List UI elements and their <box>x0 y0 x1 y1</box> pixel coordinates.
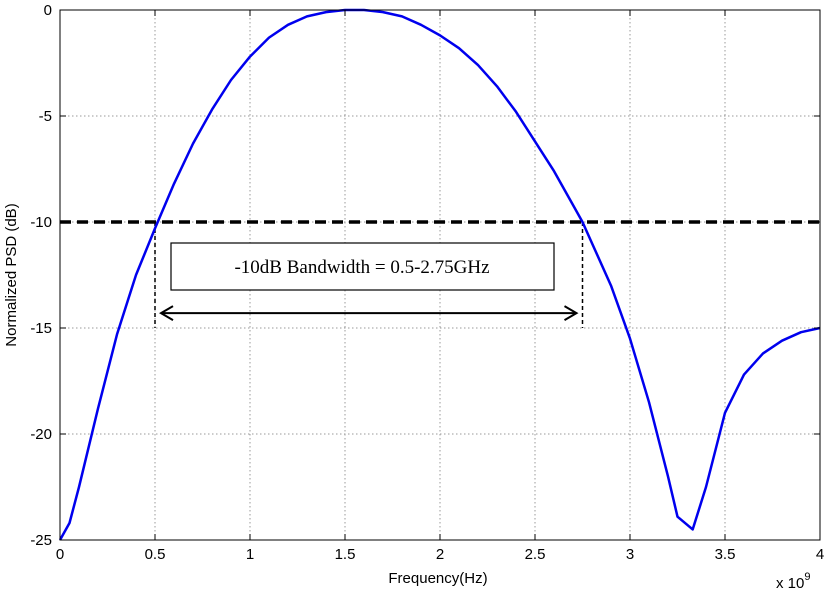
y-tick-label: -5 <box>39 108 52 125</box>
x-tick-label: 4 <box>816 546 824 563</box>
x-axis-label: Frequency(Hz) <box>388 570 487 587</box>
x-tick-label: 1 <box>246 546 254 563</box>
bandwidth-arrow-head-left <box>159 305 174 322</box>
reference-line-group <box>60 220 820 328</box>
annotation-box <box>170 242 555 291</box>
y-tick-label: -15 <box>30 320 52 337</box>
y-tick-label: 0 <box>44 2 52 19</box>
x-multiplier-base: x 10 <box>776 575 804 592</box>
annotation-group: -10dB Bandwidth = 0.5-2.75GHz <box>159 242 579 322</box>
x-tick-label: 0 <box>56 546 64 563</box>
x-tick-label: 1.5 <box>335 546 356 563</box>
y-axis-label: Normalized PSD (dB) <box>3 203 20 346</box>
y-tick-label: -10 <box>30 214 52 231</box>
x-multiplier-exponent: 9 <box>804 571 810 583</box>
ticks-group: 0 0.5 1 1.5 2 2.5 3 3.5 4 0 -5 -10 -15 -20 -25 <box>30 2 824 563</box>
bandwidth-arrow-head-right <box>563 305 579 322</box>
x-tick-label: 2 <box>436 546 444 563</box>
x-tick-label: 3 <box>626 546 634 563</box>
y-tick-label: -20 <box>30 426 52 443</box>
y-tick-label: -25 <box>30 532 52 549</box>
series-group <box>58 8 821 541</box>
psd-series-line <box>58 8 821 541</box>
annotation-text: -10dB Bandwidth = 0.5-2.75GHz <box>234 257 489 278</box>
x-tick-label: 3.5 <box>715 546 736 563</box>
x-multiplier: x 109 <box>776 571 810 592</box>
x-tick-label: 0.5 <box>145 546 166 563</box>
x-tick-label: 2.5 <box>525 546 546 563</box>
